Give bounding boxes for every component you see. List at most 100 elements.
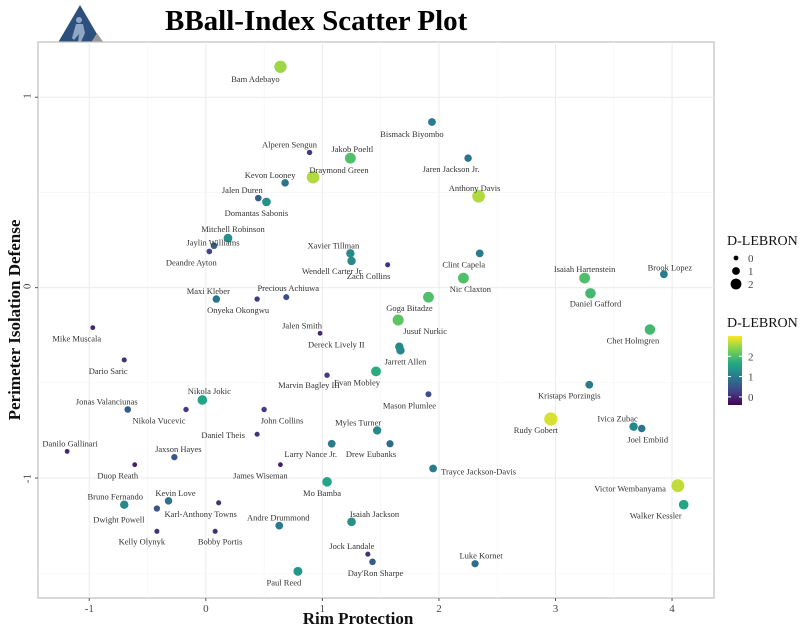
- data-point: [659, 270, 668, 279]
- data-point: [197, 395, 208, 405]
- point-label: Zach Collins: [347, 271, 391, 281]
- point-label: Paul Reed: [267, 577, 302, 587]
- data-point: [369, 558, 376, 566]
- point-label: Kristaps Porzingis: [538, 391, 601, 401]
- size-legend-dot: [732, 267, 740, 275]
- point-label: Kevin Love: [155, 488, 196, 498]
- y-tick-label: 0: [22, 283, 34, 289]
- data-point: [428, 118, 436, 126]
- point-label: Xavier Tillman: [307, 240, 359, 250]
- point-label: Isaiah Hartenstein: [554, 264, 616, 274]
- point-label: Dwight Powell: [93, 515, 145, 525]
- data-point: [346, 249, 355, 258]
- data-point: [278, 462, 283, 468]
- point-label: Domantas Sabonis: [225, 208, 289, 218]
- x-tick-label: 3: [553, 603, 559, 615]
- size-legend-label: 2: [748, 279, 754, 291]
- colorbar-label: 0: [748, 392, 754, 404]
- point-label: Kelly Olynyk: [119, 536, 166, 546]
- point-label: Jalen Smith: [282, 320, 323, 330]
- point-label: Mike Muscala: [52, 334, 101, 344]
- data-point: [585, 288, 596, 299]
- point-label: Wendell Carter Jr.: [302, 266, 363, 276]
- point-label: Draymond Green: [309, 165, 369, 175]
- logo-player-body: [72, 24, 85, 42]
- data-point: [324, 372, 330, 378]
- data-point: [644, 324, 656, 335]
- x-tick-label: 0: [203, 603, 209, 615]
- x-tick-label: -1: [85, 603, 94, 615]
- x-tick-label: 1: [320, 603, 326, 615]
- data-point: [347, 517, 356, 527]
- point-label: Luke Kornet: [459, 551, 503, 561]
- data-point: [392, 314, 404, 326]
- data-point: [579, 272, 591, 284]
- point-label: Daniel Gafford: [570, 298, 622, 308]
- point-label: Rudy Gobert: [514, 425, 559, 435]
- data-point: [171, 453, 178, 461]
- point-label: Danilo Gallinari: [42, 438, 98, 448]
- point-label: Clint Capela: [442, 259, 485, 269]
- data-points: [64, 60, 689, 576]
- point-label: Nikola Jokic: [188, 386, 231, 396]
- size-legend-label: 0: [748, 253, 754, 265]
- data-point: [671, 479, 685, 493]
- color-legend-title: D-LEBRON: [727, 316, 798, 331]
- point-label: Mo Bamba: [303, 488, 341, 498]
- data-point: [472, 189, 485, 203]
- data-point: [678, 499, 689, 510]
- data-point: [153, 505, 161, 512]
- point-label: Bam Adebayo: [231, 74, 279, 84]
- point-label: Jarrett Allen: [385, 356, 428, 366]
- point-label: Dereck Lively II: [308, 340, 365, 350]
- point-label: Precious Achiuwa: [257, 283, 319, 293]
- point-label: Evan Mobley: [334, 377, 381, 387]
- point-label: Walker Kessler: [630, 511, 682, 521]
- data-point: [210, 242, 218, 250]
- data-point: [306, 149, 313, 156]
- data-point: [90, 325, 96, 331]
- point-label: Isaiah Jackson: [350, 509, 400, 519]
- data-point: [386, 440, 394, 448]
- size-legend-dot: [730, 278, 742, 290]
- data-point: [371, 366, 381, 377]
- data-point: [306, 170, 320, 184]
- data-point: [120, 500, 129, 509]
- colorbar-label: 1: [748, 372, 754, 384]
- data-point: [124, 406, 132, 413]
- data-point: [372, 426, 382, 435]
- data-point: [132, 462, 138, 468]
- point-label: Dario Saric: [89, 366, 128, 376]
- point-label: Drew Eubanks: [346, 449, 396, 459]
- point-label: Mason Plumlee: [383, 400, 436, 410]
- size-legend: D-LEBRON 012: [727, 234, 798, 291]
- data-point: [317, 330, 323, 336]
- data-point: [281, 179, 289, 187]
- data-point: [544, 412, 558, 426]
- point-label: Karl-Anthony Towns: [165, 509, 237, 519]
- data-point: [347, 256, 356, 266]
- point-label: Bruno Fernando: [88, 492, 143, 502]
- data-point: [629, 422, 638, 431]
- data-point: [254, 431, 260, 437]
- chart-title: BBall-Index Scatter Plot: [165, 5, 468, 37]
- size-legend-title: D-LEBRON: [727, 234, 798, 249]
- point-label: Mitchell Robinson: [201, 224, 265, 234]
- y-tick-label: 1: [22, 93, 34, 99]
- data-point: [322, 477, 332, 487]
- data-point: [385, 262, 391, 268]
- point-label: Goga Bitadze: [386, 303, 433, 313]
- data-point: [212, 528, 218, 534]
- point-label: Andre Drummond: [247, 513, 310, 523]
- point-label: Marvin Bagley III: [278, 380, 340, 390]
- point-label: Alperen Sengun: [262, 139, 318, 149]
- point-label: Jonas Valanciunas: [76, 396, 138, 406]
- point-label: Maxi Kleber: [187, 286, 230, 296]
- x-tick-label: 4: [669, 603, 675, 615]
- data-point: [475, 249, 484, 258]
- data-point: [183, 406, 189, 413]
- data-point: [425, 391, 432, 398]
- data-point: [423, 291, 434, 303]
- point-label: Anthony Davis: [449, 183, 501, 193]
